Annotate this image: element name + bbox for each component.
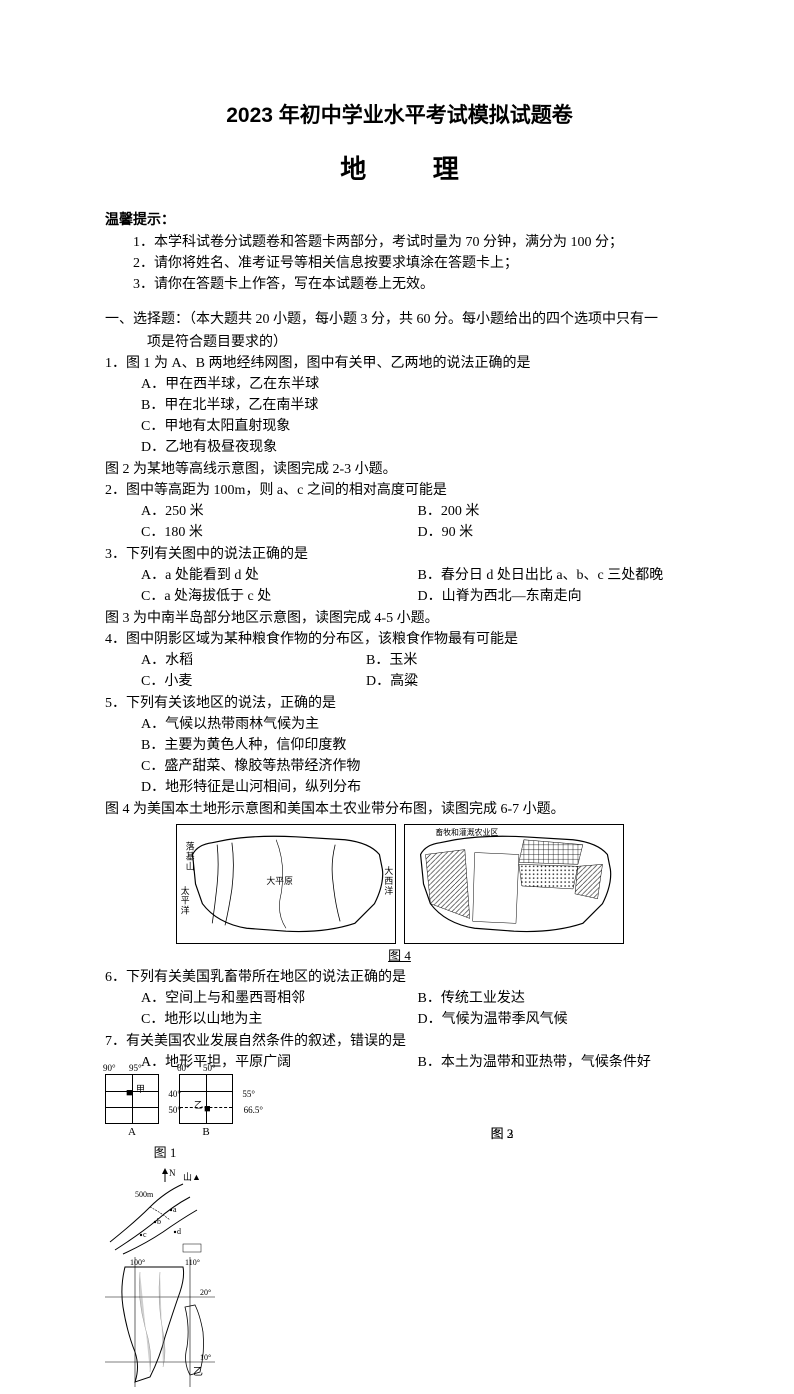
hint-item: 3．请你在答题卡上作答，写在本试题卷上无效。 bbox=[133, 274, 694, 295]
svg-text:乙: 乙 bbox=[193, 1366, 203, 1378]
figure-4-container: 落基山 大平原 太平洋 大西洋 畜牧和灌溉农业区 bbox=[105, 824, 694, 944]
north-label: N bbox=[169, 1168, 176, 1178]
context-fig2: 图 2 为某地等高线示意图，读图完成 2-3 小题。 bbox=[105, 459, 694, 480]
svg-text:110°: 110° bbox=[185, 1258, 200, 1267]
q2-opt-b: B．200 米 bbox=[418, 501, 695, 522]
svg-text:500m: 500m bbox=[135, 1190, 154, 1199]
svg-text:b: b bbox=[157, 1217, 161, 1226]
q6-opt-c: C．地形以山地为主 bbox=[141, 1009, 418, 1030]
svg-text:c: c bbox=[143, 1230, 147, 1239]
question-2: 2．图中等高距为 100m，则 a、c 之间的相对高度可能是 A．250 米 B… bbox=[105, 480, 694, 543]
svg-text:基: 基 bbox=[185, 850, 194, 861]
svg-text:落: 落 bbox=[185, 840, 194, 851]
q1-opt-c: C．甲地有太阳直射现象 bbox=[141, 416, 694, 437]
section-1-heading: 一、选择题：（本大题共 20 小题，每小题 3 分，共 60 分。每小题给出的四… bbox=[105, 309, 694, 330]
q2-opt-c: C．180 米 bbox=[141, 522, 418, 543]
figure-1: 90° 95° ■ 甲 40° 50° A 60° 50° ■ 乙 55° 66… bbox=[105, 1074, 225, 1162]
q1-opt-a: A．甲在西半球，乙在东半球 bbox=[141, 374, 694, 395]
question-5: 5．下列有关该地区的说法，正确的是 A．气候以热带雨林气候为主 B．主要为黄色人… bbox=[105, 693, 694, 798]
q7-stem: 7．有关美国农业发展自然条件的叙述，错误的是 bbox=[105, 1031, 694, 1052]
context-fig3: 图 3 为中南半岛部分地区示意图，读图完成 4-5 小题。 bbox=[105, 608, 694, 629]
fig3-caption: 图 3 bbox=[105, 1124, 794, 1144]
svg-text:平: 平 bbox=[180, 895, 189, 905]
fig1-b-lat1: 55° bbox=[242, 1088, 255, 1102]
svg-text:大平原: 大平原 bbox=[266, 875, 293, 886]
svg-text:太: 太 bbox=[180, 884, 189, 895]
svg-text:d: d bbox=[177, 1227, 181, 1236]
svg-text:a: a bbox=[173, 1205, 177, 1214]
q2-opt-d: D．90 米 bbox=[418, 522, 695, 543]
q6-opt-b: B．传统工业发达 bbox=[418, 988, 695, 1009]
question-4: 4．图中阴影区域为某种粮食作物的分布区，该粮食作物最有可能是 A．水稻 B．玉米… bbox=[105, 629, 694, 692]
q6-stem: 6．下列有关美国乳畜带所在地区的说法正确的是 bbox=[105, 967, 694, 988]
svg-text:山▲: 山▲ bbox=[183, 1172, 201, 1182]
svg-text:洋: 洋 bbox=[180, 904, 189, 915]
q4-opt-a: A．水稻 bbox=[141, 650, 366, 671]
q4-stem: 4．图中阴影区域为某种粮食作物的分布区，该粮食作物最有可能是 bbox=[105, 629, 555, 650]
q2-opt-a: A．250 米 bbox=[141, 501, 418, 522]
svg-text:20°: 20° bbox=[200, 1288, 211, 1297]
svg-text:洋: 洋 bbox=[384, 884, 393, 895]
fig1-caption: 图 1 bbox=[105, 1143, 225, 1163]
figure-2: N 500m 山▲ a b c d 图 2 bbox=[105, 1162, 205, 1257]
q3-opt-b: B．春分日 d 处日出比 a、b、c 三处都晚 bbox=[418, 565, 695, 586]
q4-opt-c: C．小麦 bbox=[141, 671, 366, 692]
q1-stem: 1．图 1 为 A、B 两地经纬网图，图中有关甲、乙两地的说法正确的是 bbox=[105, 353, 555, 374]
q5-opt-a: A．气候以热带雨林气候为主 bbox=[141, 714, 694, 735]
q6-opt-a: A．空间上与和墨西哥相邻 bbox=[141, 988, 418, 1009]
q3-stem: 3．下列有关图中的说法正确的是 bbox=[105, 544, 694, 565]
q5-opt-d: D．地形特征是山河相间，纵列分布 bbox=[141, 777, 694, 798]
fig4-right-map: 畜牧和灌溉农业区 bbox=[404, 824, 624, 944]
fig1-b-lat2: 66.5° bbox=[244, 1104, 263, 1118]
question-7: 7．有关美国农业发展自然条件的叙述，错误的是 A．地形平坦，平原广阔 B．本土为… bbox=[105, 1031, 694, 1073]
question-3: 3．下列有关图中的说法正确的是 A．a 处能看到 d 处 B．春分日 d 处日出… bbox=[105, 544, 694, 607]
section-1-cont: 项是符合题目要求的） bbox=[105, 332, 694, 353]
q3-opt-d: D．山脊为西北—东南走向 bbox=[418, 586, 695, 607]
svg-text:10°: 10° bbox=[200, 1353, 211, 1362]
fig1-grid-a: ■ 甲 bbox=[105, 1074, 159, 1124]
question-1: 1．图 1 为 A、B 两地经纬网图，图中有关甲、乙两地的说法正确的是 A．甲在… bbox=[105, 353, 694, 458]
svg-text:大: 大 bbox=[384, 865, 393, 876]
q5-stem: 5．下列有关该地区的说法，正确的是 bbox=[105, 693, 694, 714]
q1-opt-d: D．乙地有极昼夜现象 bbox=[141, 437, 694, 458]
q5-opt-c: C．盛产甜菜、橡胶等热带经济作物 bbox=[141, 756, 694, 777]
question-6: 6．下列有关美国乳畜带所在地区的说法正确的是 A．空间上与和墨西哥相邻 B．传统… bbox=[105, 967, 694, 1030]
fig1-dot-a: 甲 bbox=[136, 1083, 145, 1097]
figure-3: 100°110° 20°10° 乙 图 3 bbox=[105, 1257, 215, 1387]
hint-item: 2．请你将姓名、准考证号等相关信息按要求填涂在答题卡上； bbox=[133, 253, 694, 274]
context-fig4: 图 4 为美国本土地形示意图和美国本土农业带分布图，读图完成 6-7 小题。 bbox=[105, 799, 694, 820]
fig1-dot-b: 乙 bbox=[194, 1099, 203, 1113]
q4-opt-d: D．高粱 bbox=[366, 671, 591, 692]
fig4-left-map: 落基山 大平原 太平洋 大西洋 bbox=[176, 824, 396, 944]
q3-opt-c: C．a 处海拔低于 c 处 bbox=[141, 586, 418, 607]
q2-stem: 2．图中等高距为 100m，则 a、c 之间的相对高度可能是 bbox=[105, 480, 694, 501]
q4-opt-b: B．玉米 bbox=[366, 650, 591, 671]
q6-opt-d: D．气候为温带季风气候 bbox=[418, 1009, 695, 1030]
hint-item: 1．本学科试卷分试题卷和答题卡两部分，考试时量为 70 分钟，满分为 100 分… bbox=[133, 232, 694, 253]
q1-opt-b: B．甲在北半球，乙在南半球 bbox=[141, 395, 694, 416]
q5-opt-b: B．主要为黄色人种，信仰印度教 bbox=[141, 735, 694, 756]
svg-text:100°: 100° bbox=[130, 1258, 145, 1267]
fig4-label: 图 4 bbox=[105, 946, 694, 966]
q3-opt-a: A．a 处能看到 d 处 bbox=[141, 565, 418, 586]
hints-list: 1．本学科试卷分试题卷和答题卡两部分，考试时量为 70 分钟，满分为 100 分… bbox=[105, 232, 694, 295]
subject-label: 地 理 bbox=[105, 150, 694, 189]
hints-heading: 温馨提示： bbox=[105, 209, 694, 230]
fig1-grid-b: ■ 乙 bbox=[179, 1074, 233, 1124]
q7-opt-b: B．本土为温带和亚热带，气候条件好 bbox=[418, 1052, 695, 1073]
svg-text:西: 西 bbox=[384, 876, 393, 886]
svg-text:山: 山 bbox=[185, 861, 194, 871]
exam-title: 2023 年初中学业水平考试模拟试题卷 bbox=[105, 100, 694, 132]
svg-text:畜牧和灌溉农业区: 畜牧和灌溉农业区 bbox=[435, 826, 498, 836]
